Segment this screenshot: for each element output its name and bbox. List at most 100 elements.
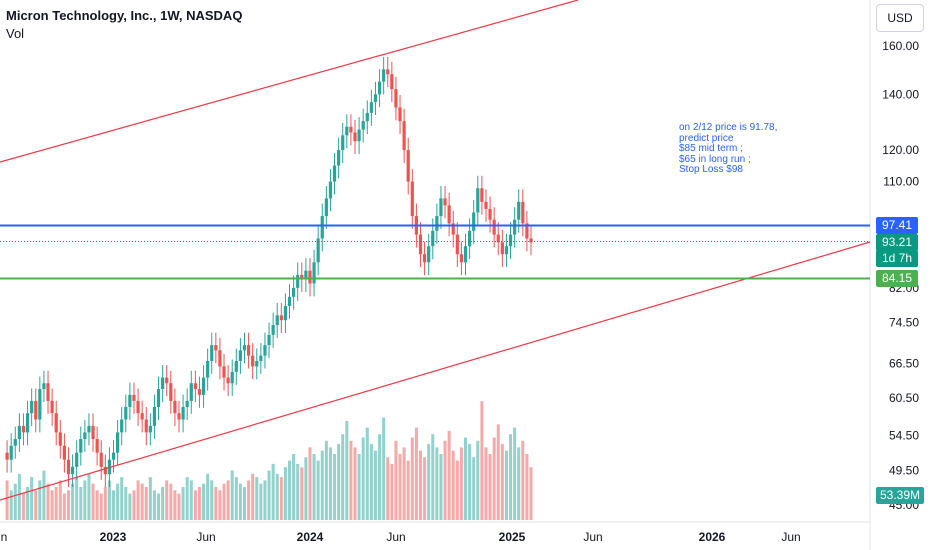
volume-bar xyxy=(513,427,517,520)
volume-bar xyxy=(283,467,287,520)
volume-bar xyxy=(9,490,13,520)
volume-bar xyxy=(66,490,70,520)
candle-body xyxy=(402,121,406,151)
candle-body xyxy=(50,400,54,414)
volume-bar xyxy=(202,483,206,520)
price-tick-label: 140.00 xyxy=(882,87,919,101)
candle-body xyxy=(230,371,234,384)
volume-bar xyxy=(107,480,111,520)
candle-body xyxy=(279,315,283,321)
candle-body xyxy=(246,345,251,356)
candle-body xyxy=(185,400,189,407)
volume-bar xyxy=(435,447,439,520)
chart-title: Micron Technology, Inc., 1W, NASDAQ xyxy=(6,8,243,23)
volume-bar xyxy=(263,480,267,520)
candle-body xyxy=(435,216,439,231)
volume-bar xyxy=(398,454,402,520)
candle-body xyxy=(38,389,42,420)
current-price-tag: 93.21 xyxy=(876,234,918,251)
volume-bar xyxy=(234,477,238,520)
volume-bar xyxy=(509,434,513,520)
volume-bar xyxy=(292,454,296,520)
candle-body xyxy=(193,383,197,390)
candle-body xyxy=(173,400,177,414)
volume-bar xyxy=(58,480,62,520)
candle-body xyxy=(251,355,255,367)
candle-body xyxy=(496,234,500,243)
volume-tag: 53.39M xyxy=(876,487,924,504)
candle-body xyxy=(292,287,296,297)
volume-bar xyxy=(488,454,492,520)
candle-body xyxy=(296,274,300,288)
volume-bar xyxy=(373,450,377,520)
candle-body xyxy=(17,425,21,440)
candle-body xyxy=(406,150,410,182)
volume-bar xyxy=(21,493,25,520)
volume-bar xyxy=(390,463,394,520)
candle-body xyxy=(308,270,312,284)
candle-body xyxy=(508,234,513,247)
price-tick-label: 120.00 xyxy=(882,143,919,157)
annotation-note[interactable]: on 2/12 price is 91.78, predict price $8… xyxy=(679,122,778,175)
candle-body xyxy=(427,246,431,263)
candle-body xyxy=(492,219,496,235)
volume-bar xyxy=(464,437,468,520)
volume-bar xyxy=(91,483,95,520)
candle-body xyxy=(234,360,238,372)
volume-bar xyxy=(120,477,124,520)
volume-bar xyxy=(517,447,521,520)
time-tick-label: Jun xyxy=(386,530,405,544)
volume-bar xyxy=(197,487,201,520)
candles xyxy=(5,56,533,488)
candle-body xyxy=(300,274,304,280)
candle-body xyxy=(361,121,365,130)
candle-body xyxy=(500,242,504,255)
volume-bar xyxy=(13,483,17,520)
volume-bar xyxy=(500,444,504,520)
candle-body xyxy=(476,188,480,213)
volume-bar xyxy=(124,487,128,520)
channel-upper-line xyxy=(0,0,579,163)
volume-bar xyxy=(418,450,422,520)
candle-body xyxy=(332,165,337,182)
volume-bar xyxy=(455,460,459,520)
candle-body xyxy=(95,439,99,453)
candle-body xyxy=(226,377,230,384)
price-axis: 160.00140.00120.00110.0082.0074.5066.506… xyxy=(882,39,919,512)
candle-body xyxy=(394,89,398,108)
candle-body xyxy=(263,345,267,356)
time-tick-label: 2025 xyxy=(499,530,526,544)
candle-body xyxy=(287,296,292,306)
candle-body xyxy=(357,129,361,142)
channel-lower-line xyxy=(0,241,871,501)
time-tick-label: Jun xyxy=(781,530,800,544)
volume-bar xyxy=(525,454,529,520)
volume-bar xyxy=(30,477,34,520)
volume-bar xyxy=(414,427,418,520)
price-tick-label: 60.50 xyxy=(889,391,919,405)
volume-bar xyxy=(480,401,484,520)
candle-body xyxy=(513,219,517,235)
volume-bar xyxy=(484,447,488,520)
volume-bar xyxy=(185,477,189,520)
candle-body xyxy=(222,366,226,378)
volume-bar xyxy=(451,450,455,520)
volume-bar xyxy=(386,457,390,520)
candle-body xyxy=(439,198,443,217)
volume-bar xyxy=(38,480,42,520)
volume-bar xyxy=(173,490,177,520)
price-tick-label: 160.00 xyxy=(882,39,919,53)
drawings[interactable] xyxy=(0,0,871,501)
volume-bar xyxy=(271,463,275,520)
candle-body xyxy=(320,216,324,239)
price-tick-label: 74.50 xyxy=(889,316,919,330)
price-tick-label: 49.50 xyxy=(889,464,919,478)
volume-bar xyxy=(189,480,193,520)
candle-body xyxy=(488,208,492,220)
candle-body xyxy=(390,74,394,90)
currency-button[interactable]: USD xyxy=(876,4,924,32)
candle-body xyxy=(468,230,472,247)
candle-body xyxy=(13,439,17,446)
candle-body xyxy=(197,389,202,395)
